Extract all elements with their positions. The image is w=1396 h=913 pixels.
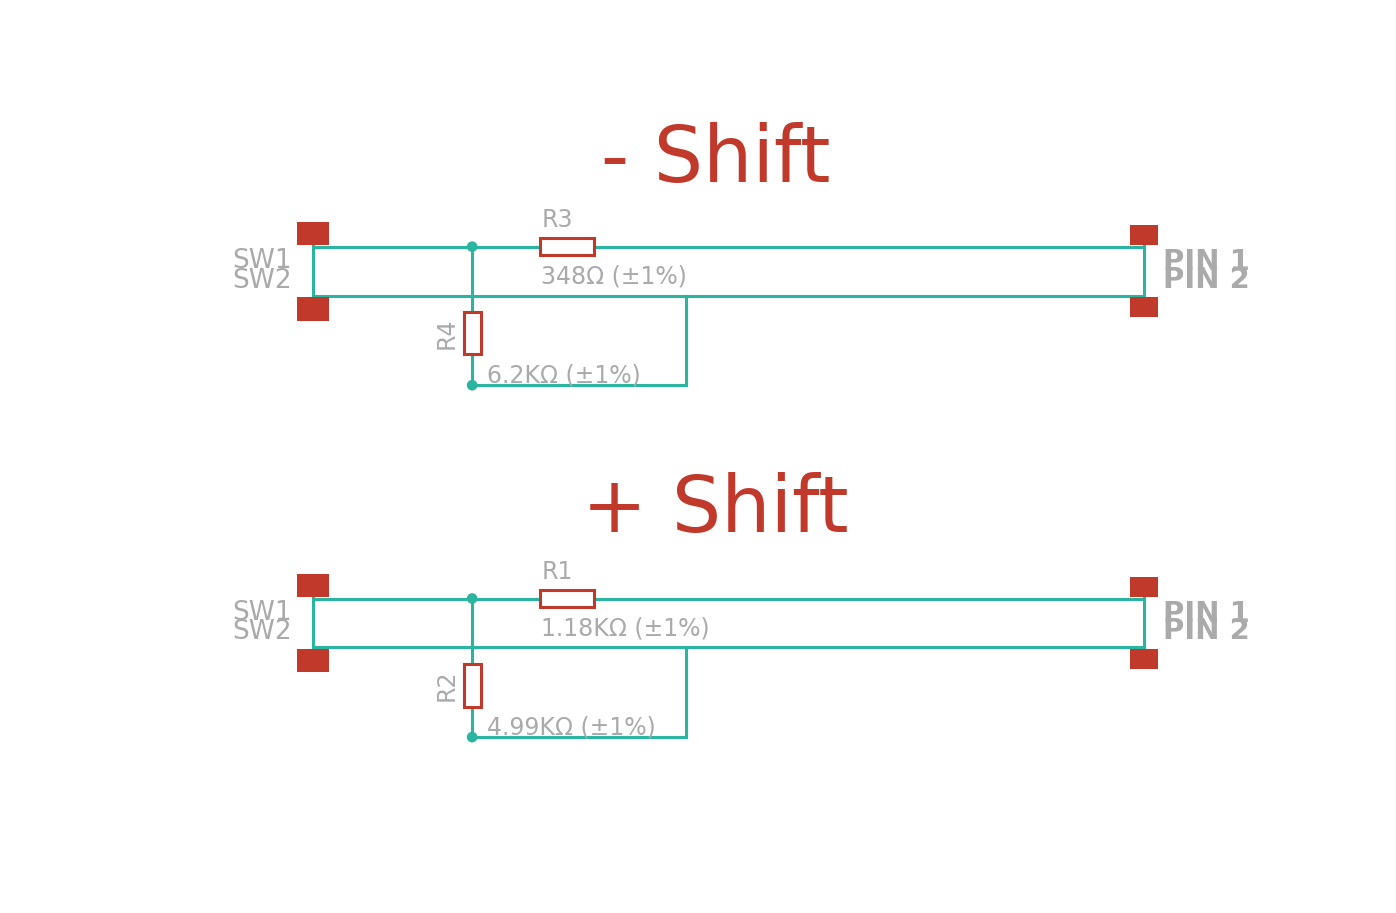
- Text: - Shift: - Shift: [600, 121, 831, 197]
- Text: R4: R4: [436, 317, 459, 349]
- Bar: [1131, 226, 1159, 245]
- Text: 348Ω (±1%): 348Ω (±1%): [542, 265, 687, 289]
- Circle shape: [468, 381, 477, 390]
- Bar: [296, 298, 329, 320]
- Bar: [296, 648, 329, 672]
- Bar: [540, 238, 593, 255]
- Text: PIN 2: PIN 2: [1163, 267, 1249, 294]
- Text: R1: R1: [542, 560, 572, 584]
- Bar: [540, 590, 593, 607]
- Text: 6.2KΩ (±1%): 6.2KΩ (±1%): [487, 363, 641, 387]
- Text: SW2: SW2: [232, 268, 292, 294]
- Circle shape: [468, 242, 477, 251]
- Circle shape: [468, 593, 477, 603]
- Circle shape: [468, 732, 477, 741]
- Text: PIN 1: PIN 1: [1163, 600, 1249, 628]
- Text: PIN 1: PIN 1: [1163, 248, 1249, 276]
- Bar: [1131, 648, 1159, 668]
- Bar: [296, 222, 329, 245]
- Text: SW1: SW1: [232, 600, 292, 626]
- Bar: [1131, 298, 1159, 318]
- Bar: [1131, 577, 1159, 597]
- Text: + Shift: + Shift: [582, 472, 849, 548]
- Bar: [296, 574, 329, 597]
- Text: 1.18KΩ (±1%): 1.18KΩ (±1%): [542, 616, 711, 640]
- Bar: [463, 311, 480, 354]
- Text: SW2: SW2: [232, 620, 292, 645]
- Text: R3: R3: [542, 208, 572, 232]
- Text: PIN 2: PIN 2: [1163, 617, 1249, 645]
- Text: 4.99KΩ (±1%): 4.99KΩ (±1%): [487, 716, 656, 740]
- Bar: [463, 665, 480, 707]
- Text: R2: R2: [436, 670, 459, 701]
- Text: SW1: SW1: [232, 248, 292, 274]
